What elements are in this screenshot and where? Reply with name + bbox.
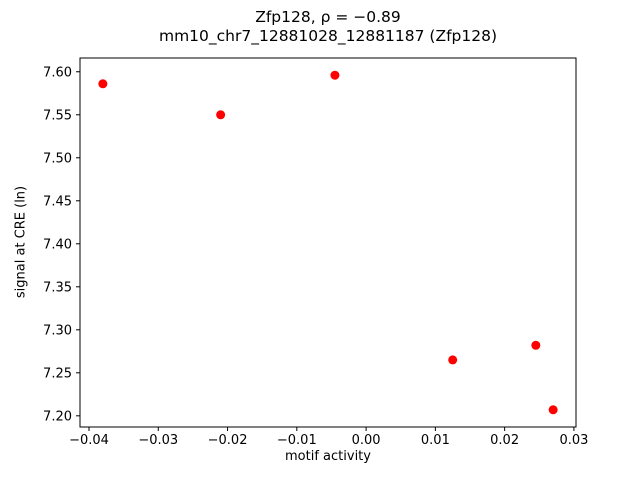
- x-tick-label: 0.01: [421, 433, 450, 448]
- data-point: [548, 405, 558, 415]
- x-tick-label: 0.00: [352, 433, 381, 448]
- y-tick-label: 7.35: [43, 280, 72, 295]
- y-tick-label: 7.25: [43, 366, 72, 381]
- y-tick-label: 7.55: [43, 108, 72, 123]
- data-point: [531, 340, 541, 350]
- x-axis-label: motif activity: [285, 449, 371, 464]
- chart-title-line2: mm10_chr7_12881028_12881187 (Zfp128): [158, 27, 498, 45]
- x-tick-label: −0.03: [138, 433, 178, 448]
- x-tick-label: −0.02: [208, 433, 248, 448]
- y-tick-label: 7.45: [43, 194, 72, 209]
- x-tick-label: 0.03: [559, 433, 588, 448]
- x-tick-label: 0.02: [490, 433, 519, 448]
- data-point: [98, 79, 108, 89]
- x-tick-label: −0.04: [69, 433, 109, 448]
- data-point: [330, 70, 340, 80]
- chart-title: Zfp128, ρ = −0.89 mm10_chr7_12881028_128…: [80, 8, 576, 46]
- chart-title-line1: Zfp128, ρ = −0.89: [255, 8, 401, 26]
- data-point: [448, 355, 458, 365]
- plot-border: [79, 57, 577, 428]
- data-point: [216, 110, 226, 120]
- y-tick-label: 7.40: [43, 237, 72, 252]
- y-tick-label: 7.60: [43, 65, 72, 80]
- y-tick-label: 7.30: [43, 323, 72, 338]
- y-axis-label: signal at CRE (ln): [13, 185, 29, 299]
- y-tick-label: 7.20: [43, 409, 72, 424]
- y-tick-label: 7.50: [43, 151, 72, 166]
- x-tick-label: −0.01: [277, 433, 317, 448]
